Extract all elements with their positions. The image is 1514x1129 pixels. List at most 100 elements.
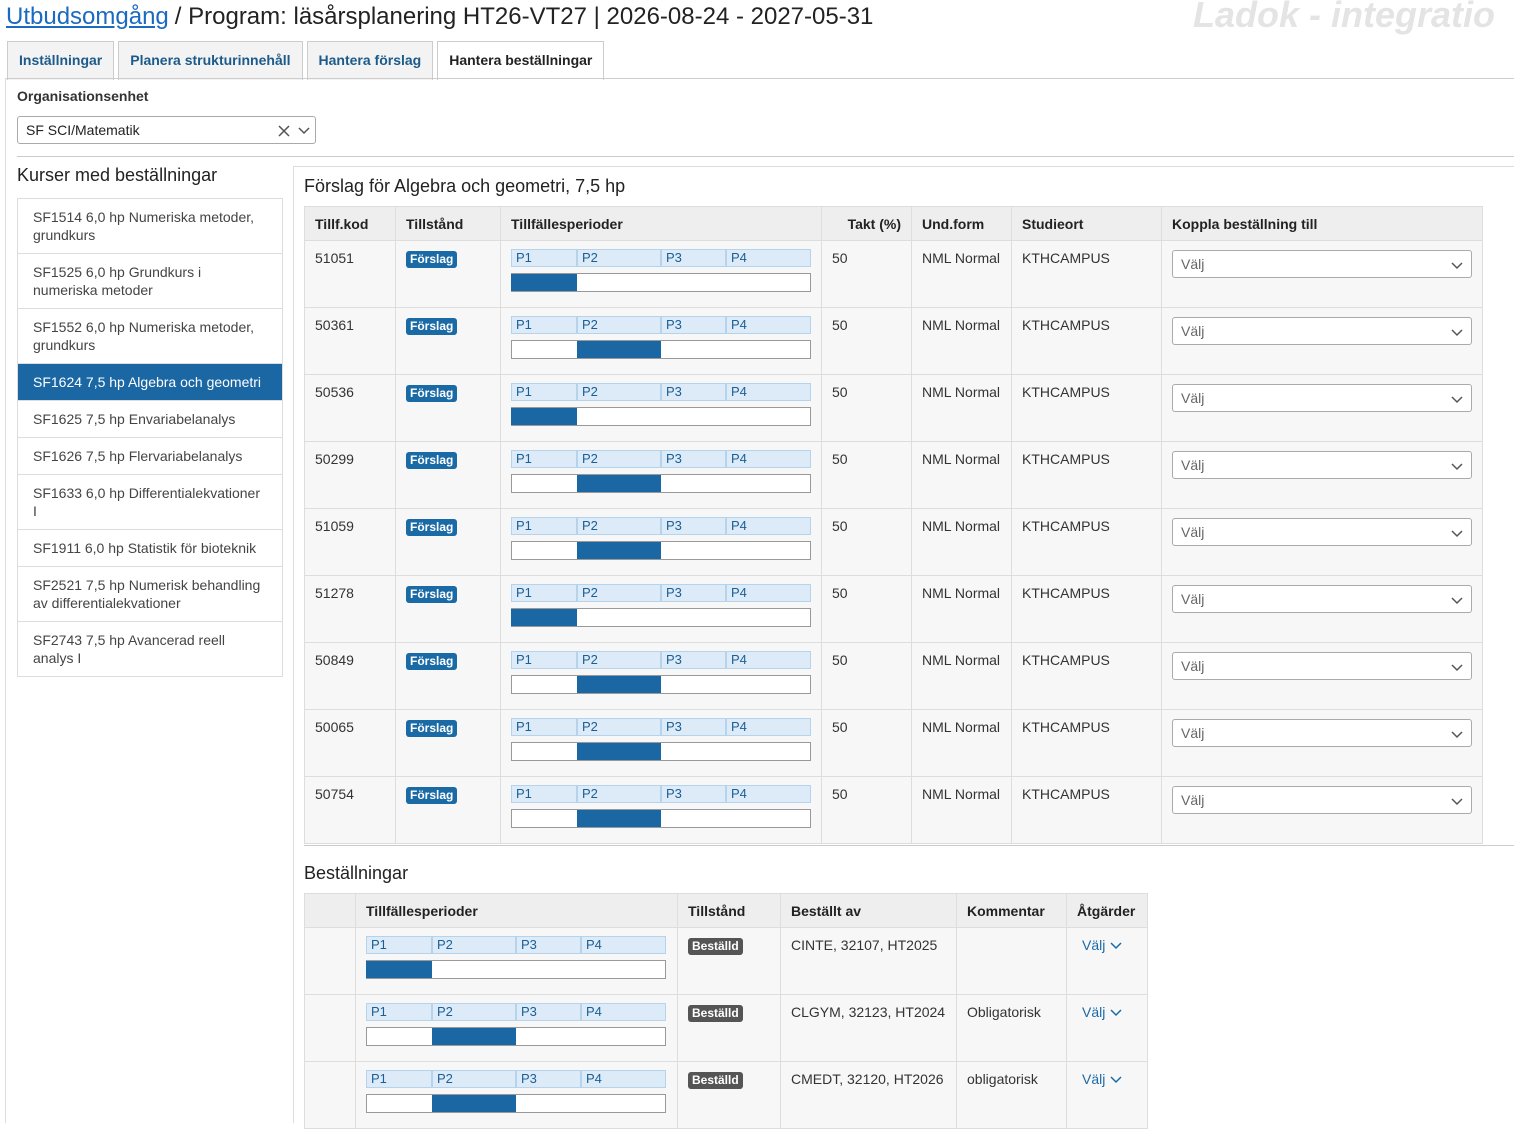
clear-icon[interactable] [278, 125, 290, 137]
period-label: P4 [726, 584, 811, 602]
course-item[interactable]: SF1514 6,0 hp Numeriska metoder, grundku… [18, 199, 282, 254]
course-sidebar: Kurser med beställningar SF1514 6,0 hp N… [17, 163, 283, 677]
proposals-title: Förslag för Algebra och geometri, 7,5 hp [304, 176, 626, 196]
column-header: Takt (%) [821, 206, 912, 241]
tab[interactable]: Inställningar [7, 41, 115, 80]
period-bar [366, 960, 666, 979]
order-select[interactable]: Välj [1172, 451, 1472, 479]
study-form: NML Normal [911, 575, 1012, 643]
period-label: P2 [577, 517, 661, 535]
status-badge: Beställd [688, 1072, 743, 1089]
study-place: KTHCAMPUS [1011, 374, 1162, 442]
order-select[interactable]: Välj [1172, 786, 1472, 814]
program-title: / Program: läsårsplanering HT26-VT27 | 2… [174, 3, 874, 30]
period-label: P2 [432, 936, 516, 954]
column-header: Tillfällesperioder [500, 206, 822, 241]
order-select[interactable]: Välj [1172, 317, 1472, 345]
period-widget: P1 P2 P3 P4 [511, 651, 811, 694]
order-select[interactable]: Välj [1172, 384, 1472, 412]
period-label: P4 [581, 936, 666, 954]
status-badge: Förslag [406, 720, 458, 737]
study-place: KTHCAMPUS [1011, 709, 1162, 777]
blank-cell [304, 1061, 356, 1129]
period-fill [511, 408, 577, 425]
periods-cell: P1 P2 P3 P4 [500, 508, 822, 576]
course-item[interactable]: SF1525 6,0 hp Grundkurs i numeriska meto… [18, 254, 282, 309]
divider [17, 156, 1514, 157]
org-unit-select[interactable]: SF SCI/Matematik [17, 116, 316, 144]
status-badge: Förslag [406, 251, 458, 268]
select-placeholder: Välj [1181, 323, 1205, 339]
course-item[interactable]: SF1626 7,5 hp Flervariabelanalys [18, 438, 282, 475]
course-list: SF1514 6,0 hp Numeriska metoder, grundku… [17, 198, 283, 677]
takt: 50 [821, 508, 912, 576]
period-label: P1 [366, 936, 432, 954]
status-badge: Beställd [688, 938, 743, 955]
breadcrumb-link[interactable]: Utbudsomgång [6, 3, 169, 30]
action-menu[interactable]: Välj [1082, 1071, 1122, 1087]
takt: 50 [821, 575, 912, 643]
status-cell: Förslag [395, 508, 501, 576]
status-badge: Förslag [406, 318, 458, 335]
column-header: Kommentar [956, 893, 1067, 928]
period-widget: P1 P2 P3 P4 [511, 584, 811, 627]
order-select[interactable]: Välj [1172, 585, 1472, 613]
select-cell: Välj [1161, 575, 1483, 643]
course-item[interactable]: SF2743 7,5 hp Avancerad reell analys I [33, 632, 225, 666]
course-item[interactable]: SF1633 6,0 hp Differentialekvationer I [18, 475, 282, 530]
action-cell: Välj [1066, 994, 1148, 1062]
period-label: P1 [511, 584, 577, 602]
periods-cell: P1 P2 P3 P4 [500, 240, 822, 308]
period-label: P3 [661, 517, 726, 535]
status-badge: Förslag [406, 787, 458, 804]
header-row: Tillf.kod Tillstånd Tillfällesperioder Takt… [304, 206, 1483, 241]
tab[interactable]: Hantera beställningar [437, 41, 605, 80]
study-form: NML Normal [911, 508, 1012, 576]
periods-cell: P1 P2 P3 P4 [500, 307, 822, 375]
select-placeholder: Välj [1181, 658, 1205, 674]
period-labels: P1 P2 P3 P4 [511, 450, 811, 468]
course-item[interactable]: SF1624 7,5 hp Algebra och geometri [18, 364, 282, 401]
offering-code: 51051 [304, 240, 396, 308]
order-select[interactable]: Välj [1172, 652, 1472, 680]
comment: Obligatorisk [956, 994, 1067, 1062]
period-fill [366, 961, 432, 978]
course-item[interactable]: SF1552 6,0 hp Numeriska metoder, grundku… [18, 309, 282, 364]
action-menu[interactable]: Välj [1082, 1004, 1122, 1020]
order-select[interactable]: Välj [1172, 518, 1472, 546]
period-labels: P1 P2 P3 P4 [511, 249, 811, 267]
order-select[interactable]: Välj [1172, 719, 1472, 747]
action-menu[interactable]: Välj [1082, 937, 1122, 953]
course-item[interactable]: SF1625 7,5 hp Envariabelanalys [18, 401, 282, 438]
status-cell: Beställd [677, 994, 781, 1062]
course-item[interactable]: SF1911 6,0 hp Statistik för bioteknik [18, 530, 282, 567]
proposal-row: 50065 Förslag P1 P2 P3 P4 50 NML Normal KTHCAMPU… [304, 709, 1483, 777]
study-place: KTHCAMPUS [1011, 441, 1162, 509]
offering-code: 50361 [304, 307, 396, 375]
period-labels: P1 P2 P3 P4 [511, 584, 811, 602]
period-bar [511, 541, 811, 560]
offering-code: 50299 [304, 441, 396, 509]
period-labels: P1 P2 P3 P4 [366, 1070, 666, 1088]
periods-cell: P1 P2 P3 P4 [500, 709, 822, 777]
order-select[interactable]: Välj [1172, 250, 1472, 278]
select-placeholder: Välj [1181, 792, 1205, 808]
column-header: Und.form [911, 206, 1012, 241]
select-cell: Välj [1161, 307, 1483, 375]
offering-code: 50065 [304, 709, 396, 777]
study-place: KTHCAMPUS [1011, 776, 1162, 844]
tab[interactable]: Planera strukturinnehåll [118, 41, 303, 80]
periods-cell: P1 P2 P3 P4 [500, 776, 822, 844]
proposal-row: 51051 Förslag P1 P2 P3 P4 50 NML Normal KTHCAMPU… [304, 240, 1483, 308]
course-item[interactable]: SF2521 7,5 hp Numerisk behandling av dif… [18, 567, 282, 622]
offering-code: 50849 [304, 642, 396, 710]
period-label: P1 [511, 785, 577, 803]
period-label: P2 [577, 383, 661, 401]
tab[interactable]: Hantera förslag [306, 41, 434, 80]
period-bar [511, 809, 811, 828]
divider [304, 845, 1514, 846]
proposal-row: 51278 Förslag P1 P2 P3 P4 50 NML Normal KTHCAMPU… [304, 575, 1483, 643]
select-placeholder: Välj [1181, 256, 1205, 272]
